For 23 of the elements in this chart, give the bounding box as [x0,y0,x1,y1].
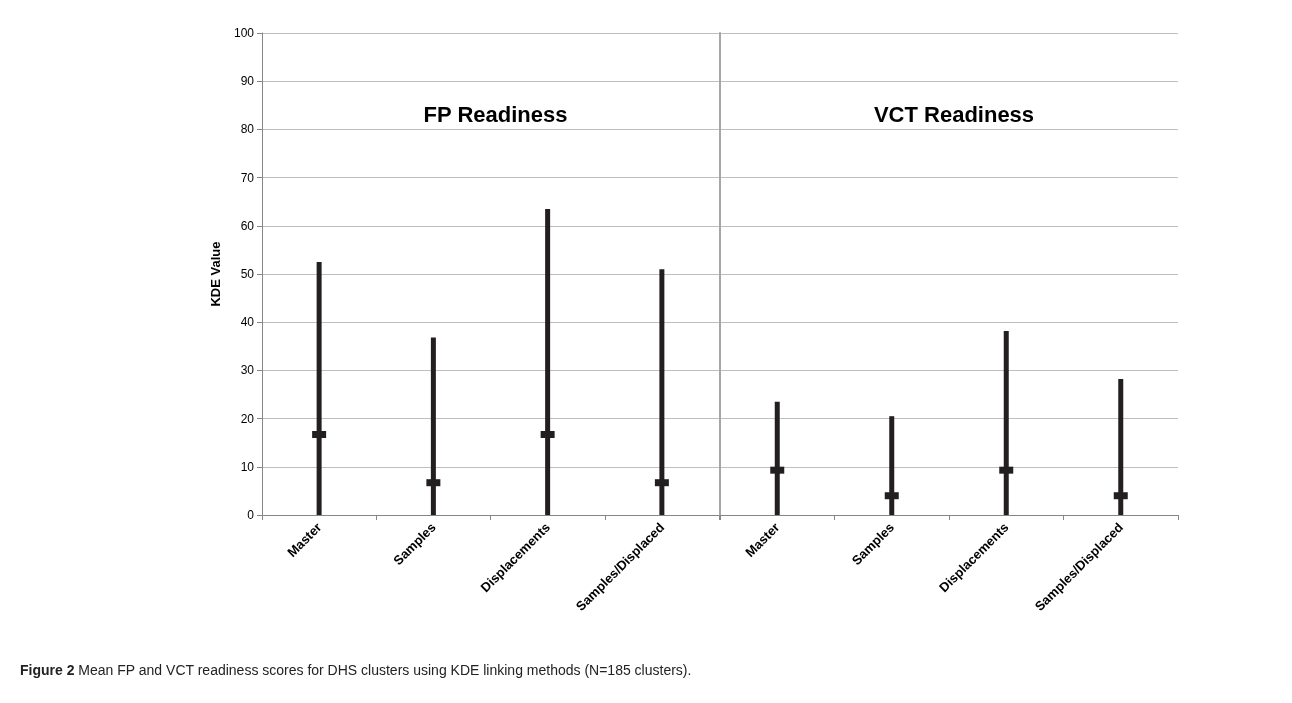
y-axis-title: KDE Value [208,241,223,307]
bar [774,401,780,515]
y-tick-label: 100 [233,26,255,40]
bar [430,337,436,515]
y-tick-label: 50 [240,267,255,281]
y-tick-label: 20 [240,411,255,426]
bar [889,416,895,515]
caption: Figure 2 Mean FP and VCT readiness scores for DHS clusters using KDE linking methods (N=185 clusters). [20,662,692,678]
y-tick-label: 10 [240,459,255,474]
y-tick-label: 60 [240,218,255,233]
y-tick-label: 90 [240,74,255,89]
y-tick-label: 30 [240,363,255,378]
bar [1118,379,1124,515]
y-tick-label: 70 [240,170,255,185]
text: FP Readiness [423,101,568,127]
bar [545,208,551,515]
y-tick-label: 40 [240,315,255,330]
bar [316,261,322,515]
y-tick-label: 80 [240,122,255,137]
bar [659,269,665,515]
bar [1003,330,1009,515]
text: VCT Readiness [873,101,1035,127]
y-tick-label: 0 [247,508,255,522]
